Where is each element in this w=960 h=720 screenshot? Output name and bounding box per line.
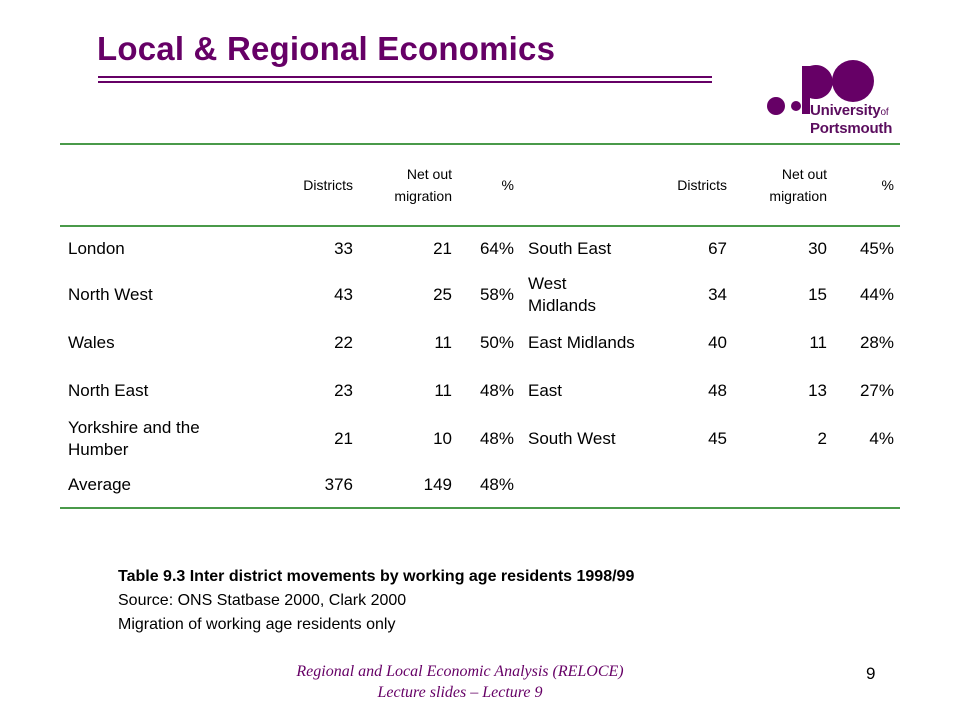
districts-cell: 376: [324, 475, 353, 494]
percent-cell: 64%: [479, 239, 514, 258]
region-cell: Average: [68, 475, 132, 494]
net-out-cell: 149: [423, 475, 452, 494]
districts-cell: 33: [334, 239, 353, 258]
districts-cell: 22: [334, 333, 353, 352]
slide-footer: Regional and Local Economic Analysis (RE…: [240, 661, 680, 703]
districts-cell: 21: [334, 429, 353, 448]
region-cell: North East: [68, 381, 149, 400]
net-out-cell: 13: [808, 381, 827, 400]
region-cell: South East: [528, 239, 612, 258]
header-districts: Districts: [677, 177, 727, 193]
region-cell: [520, 463, 642, 508]
caption-note: Migration of working age residents only: [118, 616, 396, 633]
header-percent: %: [501, 177, 514, 193]
percent-cell: 28%: [859, 333, 894, 352]
region-cell: Wales: [68, 333, 115, 352]
table-row: Wales 22 11 50% East Midlands 40 11 28%: [60, 319, 900, 367]
migration-table: Districts Net out migration % Districts …: [60, 143, 900, 509]
net-out-cell: [733, 463, 833, 508]
region-cell: West Midlands: [528, 274, 597, 315]
net-out-cell: 30: [808, 239, 827, 258]
districts-cell: 23: [334, 381, 353, 400]
districts-cell: 43: [334, 285, 353, 304]
percent-cell: 27%: [859, 381, 894, 400]
table-row: North West 43 25 58% West Midlands 34 15…: [60, 271, 900, 319]
net-out-cell: 15: [808, 285, 827, 304]
districts-cell: 45: [708, 429, 727, 448]
percent-cell: [833, 463, 900, 508]
net-out-cell: 11: [809, 333, 827, 352]
header-percent: %: [881, 177, 894, 193]
net-out-cell: 10: [433, 429, 452, 448]
districts-cell: 34: [708, 285, 727, 304]
percent-cell: 48%: [479, 381, 514, 400]
percent-cell: 48%: [479, 475, 514, 494]
net-out-cell: 11: [434, 333, 452, 352]
header-blank: [520, 144, 642, 226]
header-districts: Districts: [303, 177, 353, 193]
table-row: Yorkshire and the Humber 21 10 48% South…: [60, 415, 900, 463]
table-row: London 33 21 64% South East 67 30 45%: [60, 226, 900, 271]
region-cell: North West: [68, 285, 153, 304]
net-out-cell: 11: [434, 381, 452, 400]
university-logo-text: Universityof Portsmouth: [810, 103, 892, 137]
logo-line-1: University: [810, 102, 881, 119]
region-cell: South West: [528, 429, 616, 448]
table-row: North East 23 11 48% East 48 13 27%: [60, 367, 900, 415]
caption-title: Table 9.3 Inter district movements by wo…: [118, 568, 635, 585]
page-number: 9: [866, 664, 876, 683]
net-out-cell: 25: [433, 285, 452, 304]
districts-cell: 40: [708, 333, 727, 352]
slide-title: Local & Regional Economics: [97, 30, 556, 67]
table-header-row: Districts Net out migration % Districts …: [60, 144, 900, 226]
region-cell: Yorkshire and the Humber: [68, 418, 200, 459]
header-blank: [60, 144, 260, 226]
region-cell: East Midlands: [528, 333, 635, 352]
net-out-cell: 2: [817, 429, 827, 448]
footer-line-2: Lecture slides – Lecture 9: [377, 684, 543, 701]
title-underline: [98, 76, 712, 83]
footer-line-1: Regional and Local Economic Analysis (RE…: [296, 663, 624, 680]
table-row-average: Average 376 149 48%: [60, 463, 900, 508]
header-net-out-migration: Net out migration: [394, 166, 452, 204]
caption-source: Source: ONS Statbase 2000, Clark 2000: [118, 592, 407, 609]
logo-of: of: [880, 107, 889, 118]
districts-cell: [642, 463, 733, 508]
percent-cell: 48%: [479, 429, 514, 448]
net-out-cell: 21: [433, 239, 452, 258]
logo-line-2: Portsmouth: [810, 120, 893, 137]
districts-cell: 67: [708, 239, 727, 258]
percent-cell: 58%: [479, 285, 514, 304]
region-cell: London: [68, 239, 125, 258]
percent-cell: 44%: [859, 285, 894, 304]
districts-cell: 48: [708, 381, 727, 400]
table-caption: Table 9.3 Inter district movements by wo…: [118, 565, 634, 637]
header-net-out-migration: Net out migration: [769, 166, 827, 204]
percent-cell: 4%: [869, 429, 894, 448]
percent-cell: 45%: [859, 239, 894, 258]
region-cell: East: [528, 381, 563, 400]
percent-cell: 50%: [479, 333, 514, 352]
university-logo-icon: [767, 60, 874, 115]
